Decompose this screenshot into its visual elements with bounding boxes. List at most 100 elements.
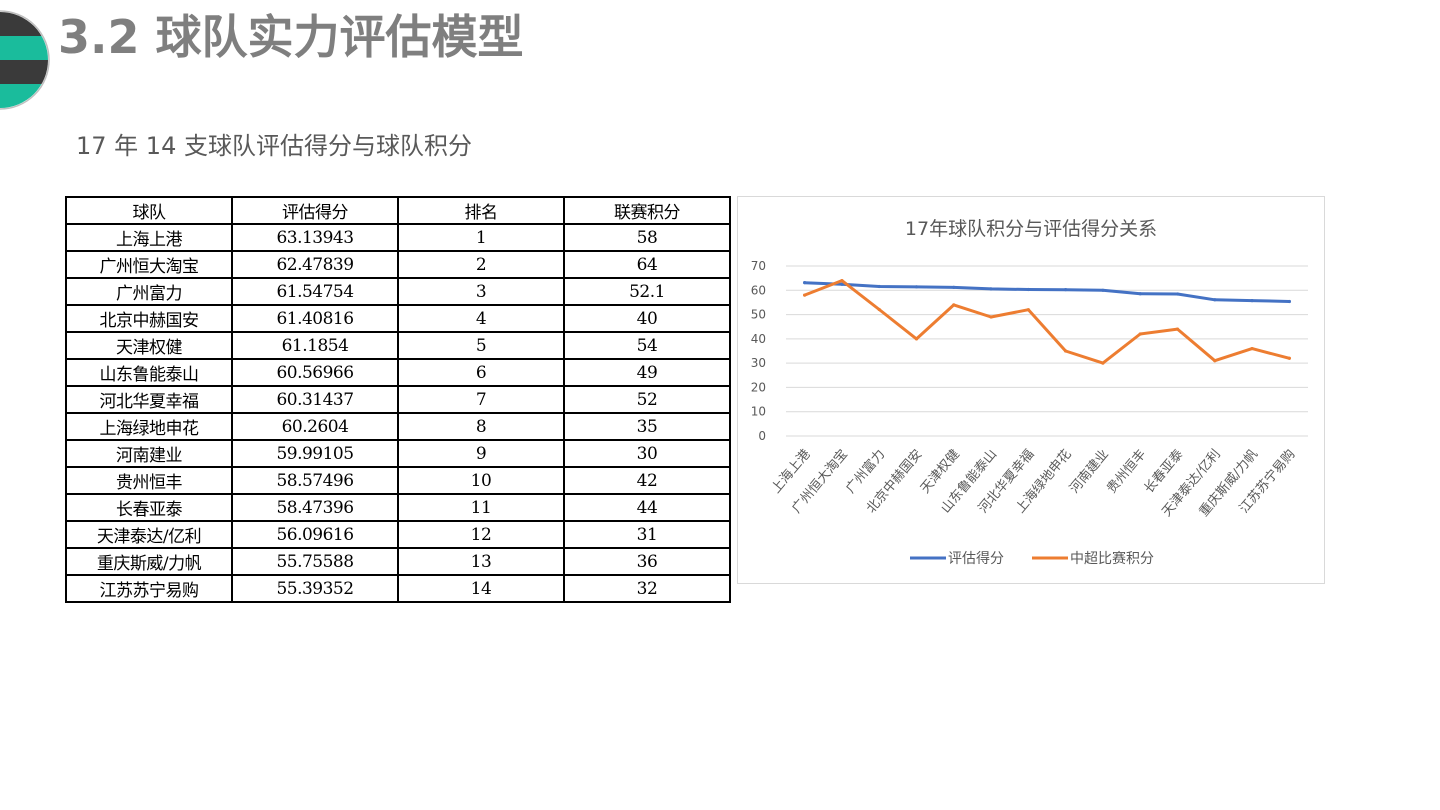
x-tick-label: 河南建业	[1066, 446, 1112, 496]
cell-points: 54	[563, 331, 731, 360]
page-subtitle: 17 年 14 支球队评估得分与球队积分	[76, 132, 472, 160]
cell-rank: 13	[397, 547, 565, 576]
cell-score: 58.47396	[231, 493, 399, 522]
score-table: 球队 评估得分 排名 联赛积分 上海上港 63.13943 1 58 广州恒大淘宝 62…	[65, 196, 731, 603]
data-point	[1175, 327, 1180, 331]
section-logo-icon	[0, 10, 50, 110]
cell-points: 58	[563, 223, 731, 252]
cell-score: 63.13943	[231, 223, 399, 252]
x-tick-label: 贵州恒丰	[1104, 447, 1149, 496]
header-points: 联赛积分	[563, 196, 731, 225]
cell-team: 上海绿地申花	[65, 412, 233, 441]
table-row: 北京中赫国安 61.40816 4 40	[65, 304, 731, 333]
y-tick-label: 20	[751, 380, 766, 394]
table-row: 河南建业 59.99105 9 30	[65, 439, 731, 468]
table-row: 河北华夏幸福 60.31437 7 52	[65, 385, 731, 414]
y-tick-label: 50	[751, 308, 766, 322]
header-score: 评估得分	[231, 196, 399, 225]
cell-points: 52.1	[563, 277, 731, 306]
cell-score: 56.09616	[231, 520, 399, 549]
chart-container: 17年球队积分与评估得分关系 0 10 20 30 40 50 60 70 上海上港 广州恒大淘…	[737, 196, 1325, 584]
cell-score: 58.57496	[231, 466, 399, 495]
cell-score: 61.40816	[231, 304, 399, 333]
y-tick-label: 60	[751, 283, 766, 297]
header-team: 球队	[65, 196, 233, 225]
cell-score: 60.2604	[231, 412, 399, 441]
data-point	[1250, 346, 1254, 351]
cell-points: 49	[563, 358, 731, 387]
series-line-0	[803, 281, 1291, 303]
data-point	[840, 278, 844, 283]
data-point	[803, 293, 807, 297]
cell-rank: 4	[397, 304, 565, 333]
cell-rank: 14	[397, 574, 565, 603]
data-point	[952, 285, 956, 290]
data-point	[1250, 298, 1254, 303]
data-point	[914, 337, 919, 341]
data-point	[1213, 359, 1217, 363]
cell-team: 广州富力	[65, 277, 233, 306]
cell-rank: 3	[397, 277, 565, 306]
y-tick-label: 10	[751, 405, 766, 419]
series-line-1	[803, 279, 1291, 365]
header-rank: 排名	[397, 196, 565, 225]
table-header-row: 球队 评估得分 排名 联赛积分	[65, 196, 731, 225]
cell-score: 55.75588	[231, 547, 399, 576]
data-point	[1026, 287, 1030, 292]
cell-rank: 11	[397, 493, 565, 522]
cell-team: 广州恒大淘宝	[65, 250, 233, 279]
page-title: 3.2 球队实力评估模型	[58, 10, 524, 64]
data-point	[877, 284, 881, 289]
y-tick-label: 40	[751, 332, 766, 346]
data-point	[1287, 299, 1291, 304]
cell-rank: 12	[397, 520, 565, 549]
cell-rank: 5	[397, 331, 565, 360]
data-point	[989, 287, 993, 291]
data-point	[877, 307, 881, 312]
cell-score: 62.47839	[231, 250, 399, 279]
data-point	[1026, 308, 1030, 312]
table-row: 重庆斯威/力帆 55.75588 13 36	[65, 547, 731, 576]
data-point	[1287, 356, 1291, 360]
data-point	[952, 303, 956, 307]
cell-team: 山东鲁能泰山	[65, 358, 233, 387]
table-row: 江苏苏宁易购 55.39352 14 32	[65, 574, 731, 603]
cell-score: 60.56966	[231, 358, 399, 387]
cell-score: 55.39352	[231, 574, 399, 603]
cell-points: 52	[563, 385, 731, 414]
chart-title: 17年球队积分与评估得分关系	[905, 218, 1157, 240]
cell-team: 河南建业	[65, 439, 233, 468]
cell-team: 北京中赫国安	[65, 304, 233, 333]
cell-team: 贵州恒丰	[65, 466, 233, 495]
data-point	[803, 281, 807, 285]
y-tick-label: 0	[758, 429, 766, 443]
table-row: 广州恒大淘宝 62.47839 2 64	[65, 250, 731, 279]
cell-points: 64	[563, 250, 731, 279]
cell-points: 36	[563, 547, 731, 576]
table-row: 长春亚泰 58.47396 11 44	[65, 493, 731, 522]
cell-team: 天津泰达/亿利	[65, 520, 233, 549]
cell-rank: 8	[397, 412, 565, 441]
cell-team: 上海上港	[65, 223, 233, 252]
table-row: 贵州恒丰 58.57496 10 42	[65, 466, 731, 495]
cell-rank: 10	[397, 466, 565, 495]
cell-team: 天津权健	[65, 331, 233, 360]
table-row: 上海绿地申花 60.2604 8 35	[65, 412, 731, 441]
data-point	[1064, 288, 1068, 292]
cell-rank: 1	[397, 223, 565, 252]
data-point	[1213, 298, 1217, 302]
table-row: 天津权健 61.1854 5 54	[65, 331, 731, 360]
y-tick-label: 30	[751, 356, 766, 370]
cell-points: 31	[563, 520, 731, 549]
data-point	[1138, 292, 1142, 296]
data-point	[1175, 292, 1180, 296]
cell-team: 重庆斯威/力帆	[65, 547, 233, 576]
cell-score: 61.1854	[231, 331, 399, 360]
legend-label: 中超比赛积分	[1070, 551, 1154, 567]
cell-team: 河北华夏幸福	[65, 385, 233, 414]
data-point	[1101, 361, 1105, 365]
cell-score: 61.54754	[231, 277, 399, 306]
legend-label: 评估得分	[948, 550, 1004, 567]
cell-points: 40	[563, 304, 731, 333]
